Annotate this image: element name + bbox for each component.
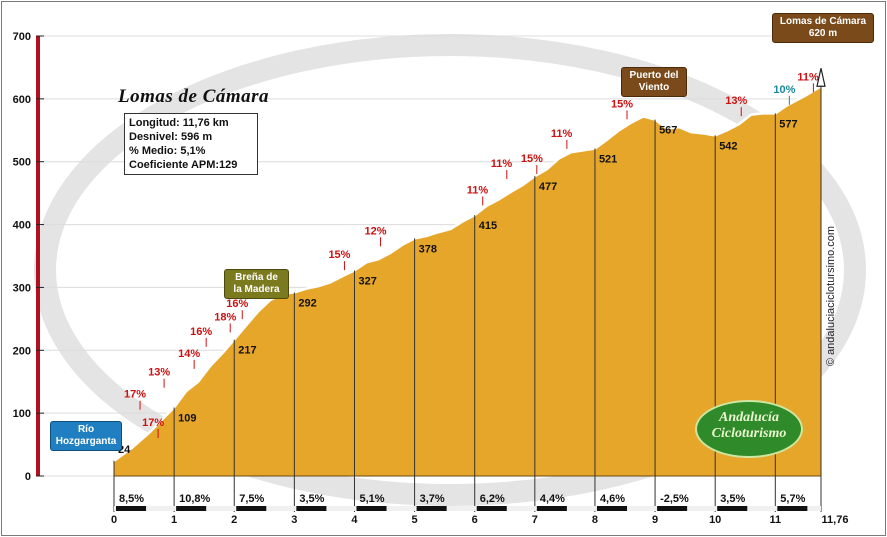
y-tick-label-4: 400 [13,220,31,232]
x-axis-band-seg-11 [777,506,808,511]
slope-label-7: 15% [328,249,350,261]
segment-gradient-1: 10,8% [179,493,210,505]
x-tick-label-0: 0 [111,514,117,526]
info-desnivel: Desnivel: 596 m [129,131,213,143]
x-tick-label-2: 2 [231,514,237,526]
slope-label-14: 13% [725,95,747,107]
y-tick-label-7: 700 [13,31,31,43]
x-axis-band-seg-0 [116,506,147,511]
y-tick-label-3: 300 [13,282,31,294]
x-axis-band-seg-6 [476,506,507,511]
slope-label-4: 16% [190,326,212,338]
x-tick-label-8: 8 [592,514,598,526]
y-tick-label-6: 600 [13,94,31,106]
landmark-puerto: Puerto del Viento [621,67,687,97]
x-tick-label-5: 5 [412,514,418,526]
x-axis-band [114,506,821,511]
landmark-start: Río Hozgarganta [50,421,122,451]
y-tick-label-0: 0 [25,471,31,483]
info-medio: % Medio: 5,1% [129,145,206,157]
profile-line [113,85,822,462]
x-axis-band-seg-5 [416,506,447,511]
segment-gradient-2: 7,5% [239,493,264,505]
segment-gradient-7: 4,4% [540,493,565,505]
altitude-label-5: 378 [419,243,437,255]
route-title: Lomas de Cámara [118,86,270,107]
y-tick-label-5: 500 [13,157,31,169]
slope-label-15: 10% [773,84,795,96]
x-tick-label-11: 11 [769,514,781,526]
slope-label-2: 13% [148,367,170,379]
y-tick-label-2: 200 [13,345,31,357]
x-axis-band-seg-7 [536,506,567,511]
slope-label-10: 11% [491,158,513,170]
segment-gradient-0: 8,5% [119,493,144,505]
slope-label-1: 17% [124,389,146,401]
x-axis-band-seg-8 [596,506,628,511]
y-axis-bar [36,36,40,476]
slope-label-12: 11% [551,128,573,140]
watermark-ellipse [34,34,866,506]
x-tick-label-9: 9 [652,514,658,526]
slope-label-9: 11% [467,184,489,196]
x-tick-label-7: 7 [532,514,538,526]
altitude-label-2: 217 [238,345,256,357]
y-tick-label-1: 100 [13,408,31,420]
x-tick-label-4: 4 [351,514,358,526]
x-axis-band-seg-4 [356,506,387,511]
info-apm: Coeficiente APM:129 [129,159,238,171]
slope-label-8: 12% [365,225,387,237]
segment-gradient-9: -2,5% [660,493,689,505]
slope-label-16: 11% [797,71,819,83]
summit-antenna-icon [816,68,826,87]
segment-gradient-6: 6,2% [480,493,505,505]
slope-label-3: 14% [178,348,200,360]
x-tick-label-1: 1 [171,514,177,526]
altitude-label-9: 567 [659,125,677,137]
x-tick-label-10: 10 [709,514,721,526]
x-axis-band-seg-2 [236,506,267,511]
segment-gradient-5: 3,7% [420,493,445,505]
x-axis-band-seg-1 [176,506,207,511]
info-longitud: Longitud: 11,76 km [129,117,229,129]
route-info-box: Longitud: 11,76 km Desnivel: 596 m % Med… [124,113,258,175]
altitude-label-10: 542 [719,140,737,152]
x-axis-band-seg-10 [717,506,748,511]
slope-label-0: 17% [142,417,164,429]
brand-logo: Andalucía Cicloturismo [695,400,803,458]
slope-label-5: 18% [214,311,236,323]
landmark-summit: Lomas de Cámara 620 m [772,13,874,43]
altitude-label-11: 577 [779,118,797,130]
segment-gradient-8: 4,6% [600,493,625,505]
x-tick-label-3: 3 [291,514,297,526]
segment-gradient-10: 3,5% [720,493,745,505]
x-tick-label-12: 11,76 [822,514,849,526]
landmark-brena: Breña de la Madera [224,269,289,299]
site-credit: © andaluciaciclotursimo.com [825,225,837,367]
segment-gradient-3: 3,5% [299,493,324,505]
x-axis-band-seg-3 [296,506,327,511]
altitude-label-7: 477 [539,181,557,193]
altitude-label-3: 292 [298,297,316,309]
slope-label-13: 15% [611,98,633,110]
slope-label-6: 16% [226,298,248,310]
altitude-label-1: 109 [178,412,196,424]
x-axis-band-seg-9 [657,506,688,511]
segment-gradient-11: 5,7% [780,493,805,505]
altitude-label-4: 327 [358,275,376,287]
slope-label-11: 15% [521,153,543,165]
segment-gradient-4: 5,1% [359,493,384,505]
altitude-label-6: 415 [479,220,497,232]
altitude-label-8: 521 [599,154,617,166]
x-tick-label-6: 6 [472,514,478,526]
